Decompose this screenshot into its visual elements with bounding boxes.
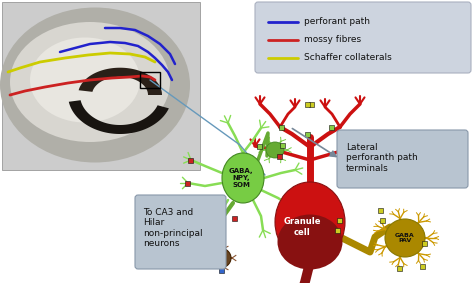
Bar — [422, 241, 428, 245]
Bar — [357, 143, 363, 149]
Ellipse shape — [222, 153, 264, 203]
Bar — [306, 132, 310, 136]
FancyBboxPatch shape — [2, 2, 200, 170]
Ellipse shape — [266, 142, 284, 158]
Bar — [280, 125, 284, 130]
Ellipse shape — [277, 215, 343, 269]
Bar — [381, 218, 385, 222]
Ellipse shape — [275, 182, 345, 262]
Bar — [281, 143, 285, 147]
Bar — [185, 181, 191, 185]
Text: GABA
PAV: GABA PAV — [395, 233, 415, 243]
Bar — [398, 265, 402, 271]
Bar — [233, 215, 237, 220]
Bar — [306, 102, 310, 106]
Bar — [189, 158, 193, 162]
Ellipse shape — [0, 8, 190, 162]
Bar — [329, 125, 335, 130]
Bar — [420, 263, 426, 269]
Text: Lateral
perforanth path
terminals: Lateral perforanth path terminals — [346, 143, 418, 173]
Polygon shape — [79, 68, 162, 95]
Bar — [337, 218, 343, 222]
FancyBboxPatch shape — [337, 130, 468, 188]
Ellipse shape — [10, 22, 170, 142]
Bar — [277, 153, 283, 158]
Bar — [336, 228, 340, 233]
FancyBboxPatch shape — [135, 195, 226, 269]
FancyBboxPatch shape — [255, 2, 471, 73]
Polygon shape — [69, 100, 169, 134]
Text: Schaffer collaterals: Schaffer collaterals — [304, 53, 392, 63]
Text: mossy fibres: mossy fibres — [304, 35, 361, 44]
Text: GABA,
NPY,
SOM: GABA, NPY, SOM — [228, 168, 253, 188]
Text: Granule
cell: Granule cell — [283, 217, 321, 237]
Bar — [219, 267, 225, 273]
Bar — [210, 228, 216, 233]
Ellipse shape — [385, 219, 425, 257]
Bar — [379, 207, 383, 213]
Ellipse shape — [30, 38, 140, 123]
Bar — [206, 254, 210, 258]
Ellipse shape — [209, 248, 231, 268]
Text: To CA3 and
Hilar
non-principal
neurons: To CA3 and Hilar non-principal neurons — [143, 208, 202, 248]
Bar — [257, 143, 263, 149]
Text: perforant path: perforant path — [304, 18, 370, 27]
Bar — [310, 102, 315, 106]
Bar — [140, 72, 160, 88]
